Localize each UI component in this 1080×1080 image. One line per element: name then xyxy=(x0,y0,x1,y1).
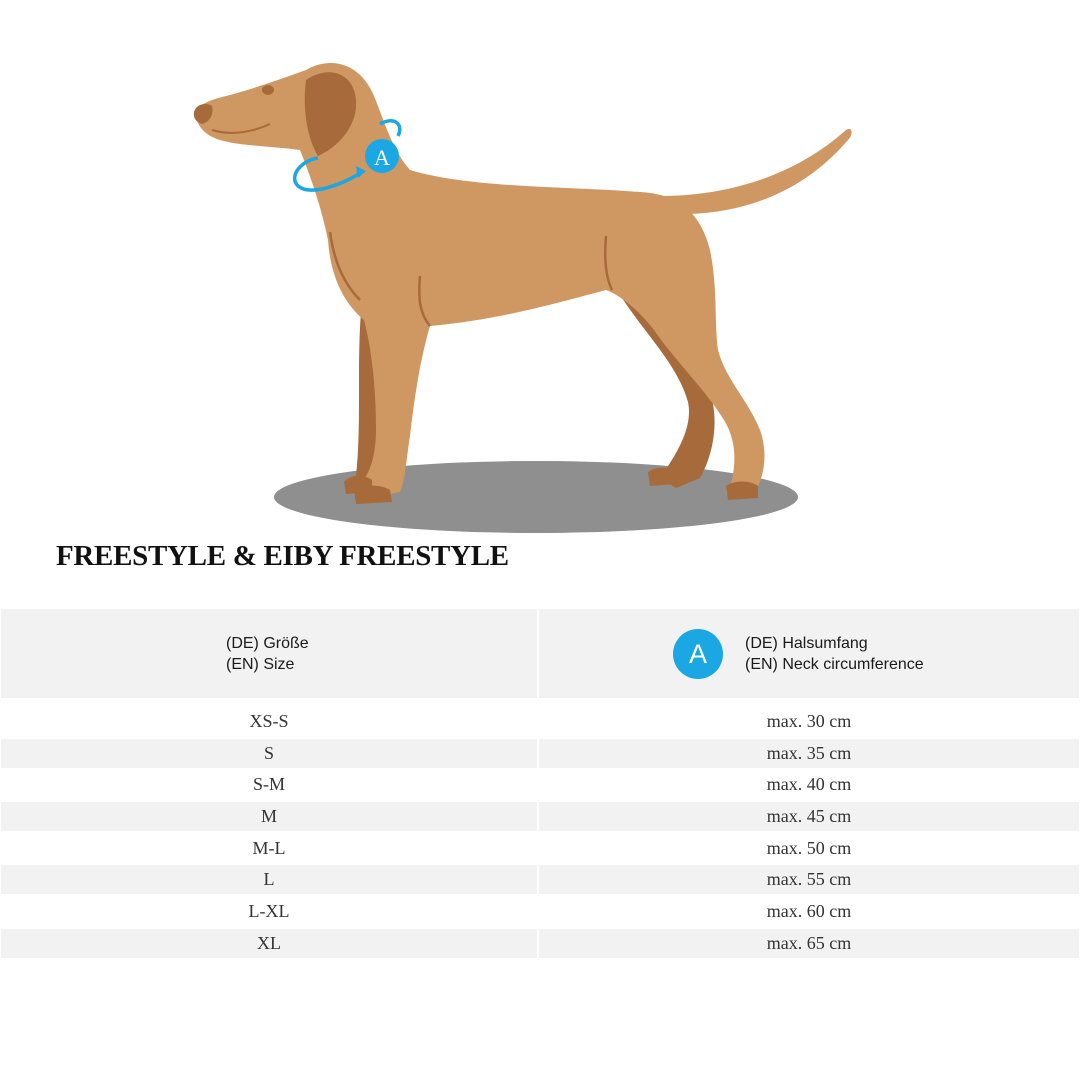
dog-eye xyxy=(262,85,274,95)
size-table-body: XS-S max. 30 cm S max. 35 cm S-M max. 40… xyxy=(1,707,1079,958)
header-neck-cell: A (DE) Halsumfang (EN) Neck circumferenc… xyxy=(539,609,1079,698)
neck-measure-indicator: A xyxy=(292,119,402,192)
dog-tail xyxy=(660,128,852,214)
neck-cell: max. 30 cm xyxy=(766,711,852,731)
neck-marker-badge xyxy=(365,139,399,173)
neck-marker-letter: A xyxy=(374,145,390,170)
size-cell: M xyxy=(1,802,537,832)
table-row: M-L max. 50 cm xyxy=(1,834,1079,863)
header-size-de: (DE) Größe xyxy=(226,635,309,652)
dog-ear xyxy=(304,72,357,156)
table-row: M max. 45 cm xyxy=(1,802,1079,832)
size-cell: S-M xyxy=(252,774,285,795)
dog-body xyxy=(196,62,765,500)
size-table: (DE) Größe (EN) Size A (DE) Halsumfang (… xyxy=(1,609,1079,961)
dog-paws xyxy=(344,467,758,504)
size-cell: M-L xyxy=(252,837,286,858)
table-row: XS-S max. 30 cm xyxy=(1,707,1079,736)
size-table-header: (DE) Größe (EN) Size A (DE) Halsumfang (… xyxy=(1,609,1079,698)
neck-cell: max. 55 cm xyxy=(539,865,1079,895)
header-size-label: (DE) Größe (EN) Size xyxy=(226,633,309,675)
table-row: L-XL max. 60 cm xyxy=(1,897,1079,926)
dog-nose xyxy=(193,104,213,124)
neck-cell: max. 65 cm xyxy=(539,928,1079,958)
table-row: S max. 35 cm xyxy=(1,738,1079,768)
header-neck-de: (DE) Halsumfang xyxy=(745,635,868,652)
header-size-en: (EN) Size xyxy=(226,656,295,673)
header-size-cell: (DE) Größe (EN) Size xyxy=(1,609,537,698)
header-neck-en: (EN) Neck circumference xyxy=(745,656,924,673)
neck-cell: max. 50 cm xyxy=(766,837,852,858)
header-neck-label: (DE) Halsumfang (EN) Neck circumference xyxy=(745,633,924,675)
size-cell: L xyxy=(1,865,537,895)
neck-badge: A xyxy=(673,629,723,679)
page-title: FREESTYLE & EIBY FREESTYLE xyxy=(56,540,509,572)
dog-illustration: A xyxy=(193,62,852,533)
neck-cell: max. 45 cm xyxy=(539,802,1079,832)
table-row: XL max. 65 cm xyxy=(1,928,1079,958)
size-cell: XS-S xyxy=(249,711,289,731)
neck-cell: max. 35 cm xyxy=(539,738,1079,768)
table-row: S-M max. 40 cm xyxy=(1,770,1079,799)
size-cell: S xyxy=(1,738,537,768)
neck-cell: max. 40 cm xyxy=(766,774,852,795)
size-cell: XL xyxy=(1,928,537,958)
size-cell: L-XL xyxy=(248,901,290,922)
table-row: L max. 55 cm xyxy=(1,865,1079,895)
ground-shadow xyxy=(274,461,798,533)
neck-cell: max. 60 cm xyxy=(766,901,852,922)
